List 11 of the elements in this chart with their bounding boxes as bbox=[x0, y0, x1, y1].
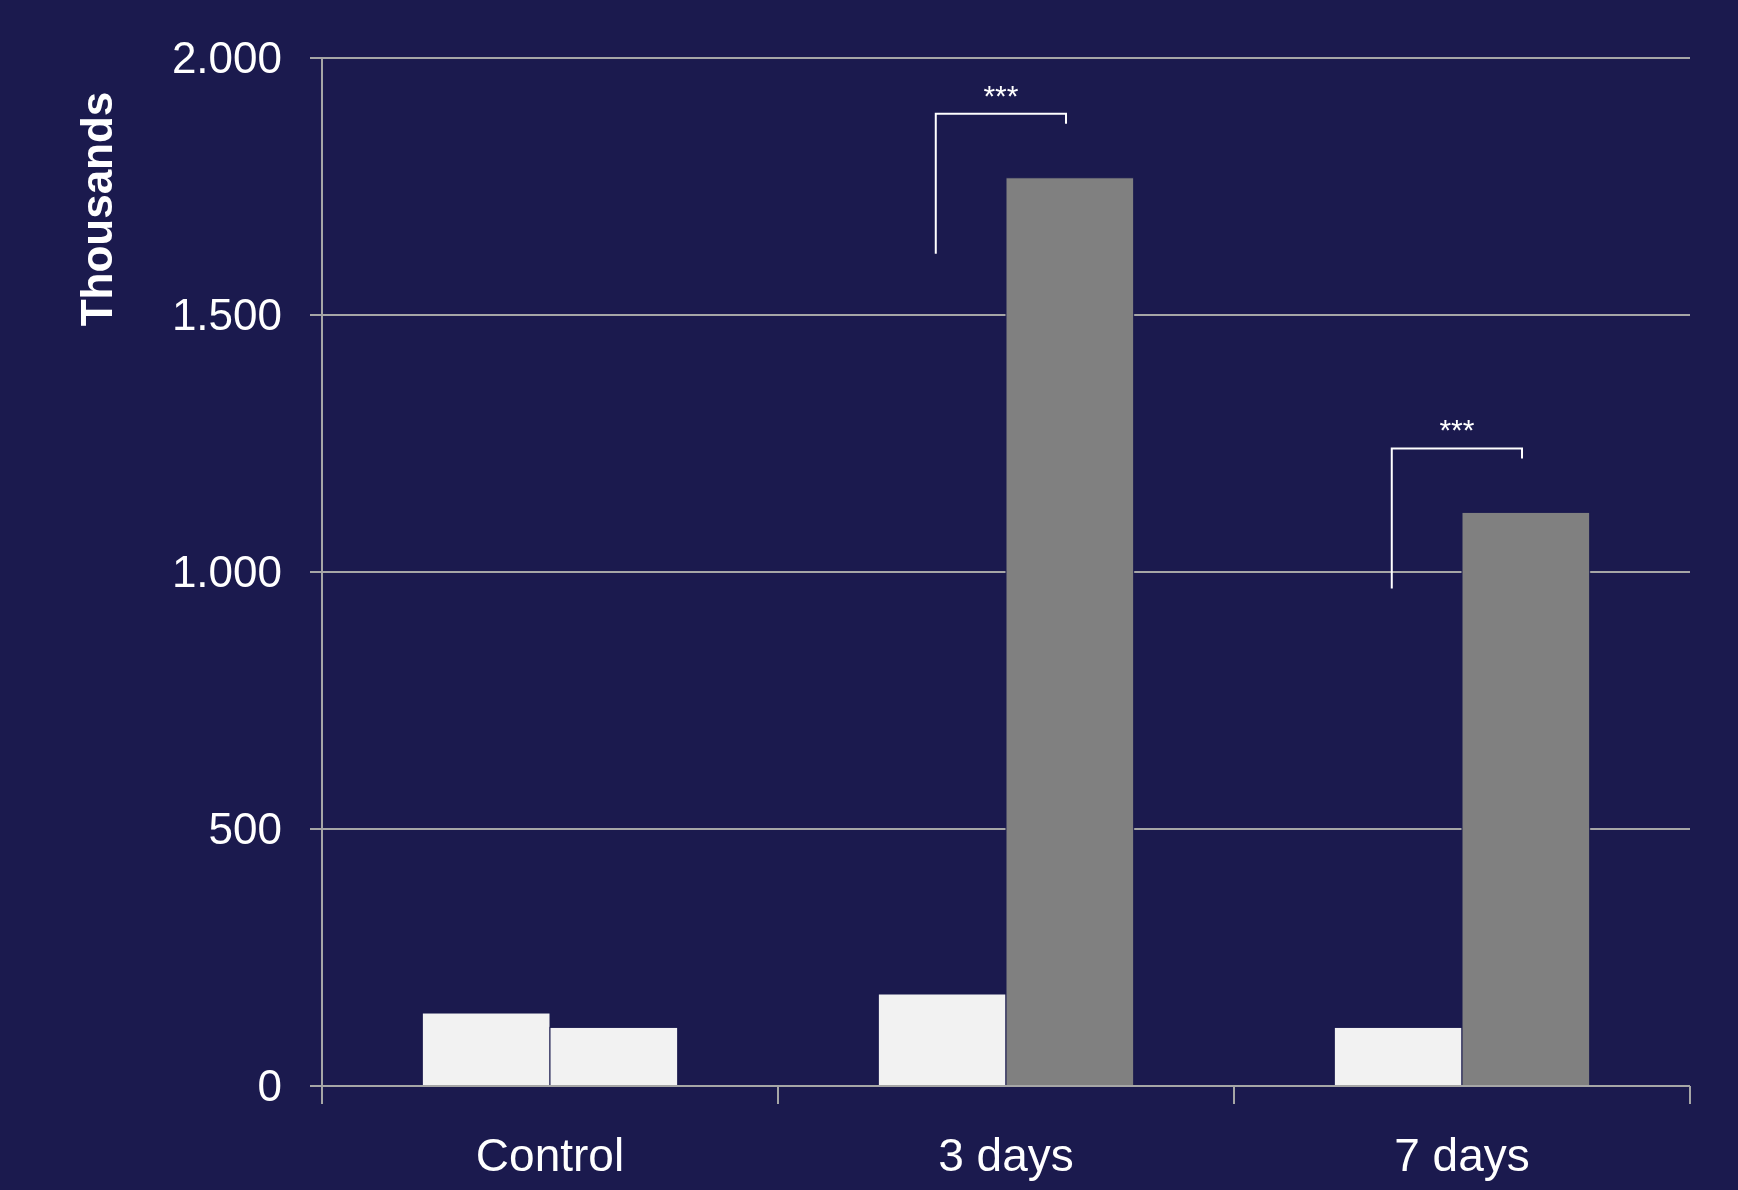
annotation: *** bbox=[983, 78, 1019, 112]
y-tick-label: 500 bbox=[208, 804, 282, 854]
y-tick-label: 1.500 bbox=[171, 290, 282, 340]
x-tick-label: 3 days bbox=[938, 1129, 1074, 1181]
y-tick-label: 1.000 bbox=[171, 547, 282, 597]
annotation: *** bbox=[1439, 413, 1475, 447]
x-tick-label: Control bbox=[475, 1129, 625, 1181]
x-tick-label: 7 days bbox=[1394, 1129, 1530, 1181]
y-tick-label: 0 bbox=[257, 1061, 282, 1111]
y-tick-label: 2.000 bbox=[171, 33, 282, 83]
y-axis-title: Thousands bbox=[72, 91, 121, 327]
